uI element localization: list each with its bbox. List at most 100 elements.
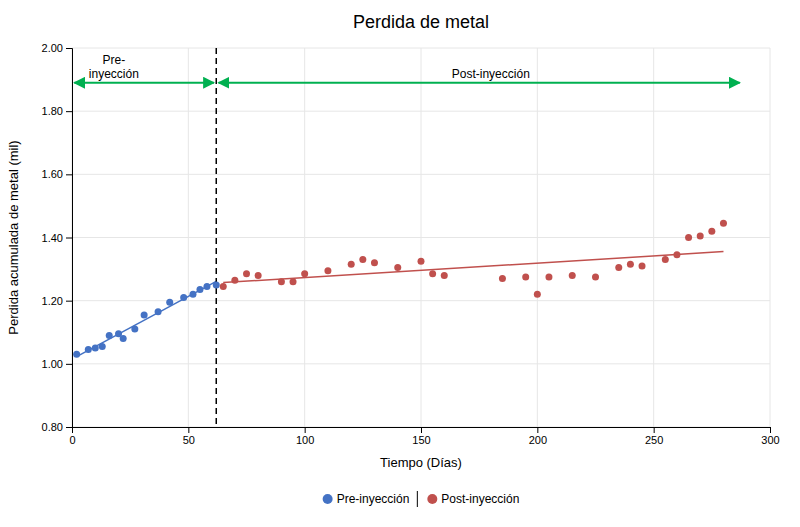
annotation: Post-inyección (452, 67, 530, 81)
x-tick-mark (421, 427, 422, 433)
grid-line-y (72, 48, 770, 49)
x-tick: 0 (69, 427, 75, 446)
x-tick-label: 50 (183, 434, 195, 446)
y-tick-mark (66, 427, 72, 428)
legend-swatch (427, 494, 437, 504)
y-tick: 1.40 (42, 232, 72, 244)
grid-line-y (72, 300, 770, 301)
scatter-point (429, 270, 436, 277)
y-tick-mark (66, 238, 72, 239)
x-axis-line (73, 428, 771, 434)
y-tick: 1.80 (42, 105, 72, 117)
scatter-point (155, 308, 162, 315)
x-tick-mark (188, 427, 189, 433)
x-tick-label: 0 (69, 434, 75, 446)
scatter-point (99, 343, 106, 350)
scatter-point (290, 278, 297, 285)
chart-svg: 0501001502002503000.801.001.201.401.601.… (0, 0, 800, 527)
y-tick: 1.60 (42, 168, 72, 180)
trend-line (223, 252, 723, 283)
grid (72, 48, 770, 427)
scatter-point (418, 258, 425, 265)
y-axis: 0.80 1.00 1.20 1.40 1.60 1.80 2.00 (42, 42, 73, 433)
grid-line-y (72, 111, 770, 112)
x-tick-mark (770, 427, 771, 433)
y-tick-label: 1.20 (42, 295, 63, 307)
x-axis: 050100150200250300 (69, 427, 779, 446)
y-tick-label: 1.00 (42, 358, 63, 370)
x-tick-mark (654, 427, 655, 433)
scatter-point (720, 220, 727, 227)
x-tick: 50 (183, 427, 195, 446)
y-tick-mark (66, 111, 72, 112)
scatter-point (85, 346, 92, 353)
scatter-point (394, 264, 401, 271)
x-tick-mark (305, 427, 306, 433)
annotations: Pre-inyección Post-inyección (89, 53, 530, 81)
y-tick-label: 1.60 (42, 168, 63, 180)
legend-item: Post-inyección (427, 492, 519, 506)
scatter-point (324, 267, 331, 274)
legend-label: Post-inyección (441, 492, 519, 506)
legend-swatch (323, 494, 333, 504)
scatter-point (534, 291, 541, 298)
scatter-point (639, 262, 646, 269)
annotation-line: Pre- (103, 53, 126, 67)
scatter-point (673, 251, 680, 258)
scatter-point (92, 345, 99, 352)
legend: Pre-inyección Post-inyección (323, 491, 520, 507)
scatter-point (213, 281, 220, 288)
scatter-point (627, 261, 634, 268)
scatter-point (196, 286, 203, 293)
annotation: Pre-inyección (89, 53, 139, 81)
trend-line (77, 281, 217, 356)
scatter-point (441, 272, 448, 279)
scatter-point (243, 270, 250, 277)
data-area (73, 48, 740, 427)
scatter-point (203, 283, 210, 290)
scatter-point (615, 264, 622, 271)
scatter-point (662, 256, 669, 263)
scatter-point (131, 326, 138, 333)
scatter-point (166, 299, 173, 306)
scatter-point (141, 311, 148, 318)
y-tick-mark (66, 364, 72, 365)
x-tick: 100 (296, 427, 314, 446)
y-tick-label: 1.80 (42, 105, 63, 117)
title: Perdida de metal (353, 12, 489, 32)
scatter-point (120, 335, 127, 342)
x-tick-mark (537, 427, 538, 433)
y-tick: 1.00 (42, 358, 72, 370)
scatter-point (231, 277, 238, 284)
y-tick-mark (66, 48, 72, 49)
y-tick: 2.00 (42, 42, 72, 54)
scatter-point (220, 283, 227, 290)
y-tick: 0.80 (42, 421, 72, 433)
scatter-point (106, 332, 113, 339)
annotation-line: Post-inyección (452, 67, 530, 81)
legend-label: Pre-inyección (337, 492, 410, 506)
legend-item: Pre-inyección (323, 492, 410, 506)
scatter-point (522, 273, 529, 280)
arrow (74, 82, 214, 84)
x-tick-label: 200 (529, 434, 547, 446)
x-axis-title: Tiempo (Días) (380, 455, 462, 470)
x-tick: 200 (529, 427, 547, 446)
x-tick-label: 250 (645, 434, 663, 446)
y-tick: 1.20 (42, 295, 72, 307)
scatter-point (359, 256, 366, 263)
x-tick: 250 (645, 427, 663, 446)
scatter-point (278, 278, 285, 285)
scatter-point (189, 291, 196, 298)
scatter-point (180, 294, 187, 301)
scatter-point (371, 259, 378, 266)
x-tick: 300 (761, 427, 779, 446)
y-tick-label: 2.00 (42, 42, 63, 54)
scatter-point (685, 234, 692, 241)
scatter-point (569, 272, 576, 279)
x-tick-label: 100 (296, 434, 314, 446)
scatter-point (499, 275, 506, 282)
x-tick-label: 300 (761, 434, 779, 446)
y-tick-label: 0.80 (42, 421, 63, 433)
vertical-line (216, 48, 218, 427)
